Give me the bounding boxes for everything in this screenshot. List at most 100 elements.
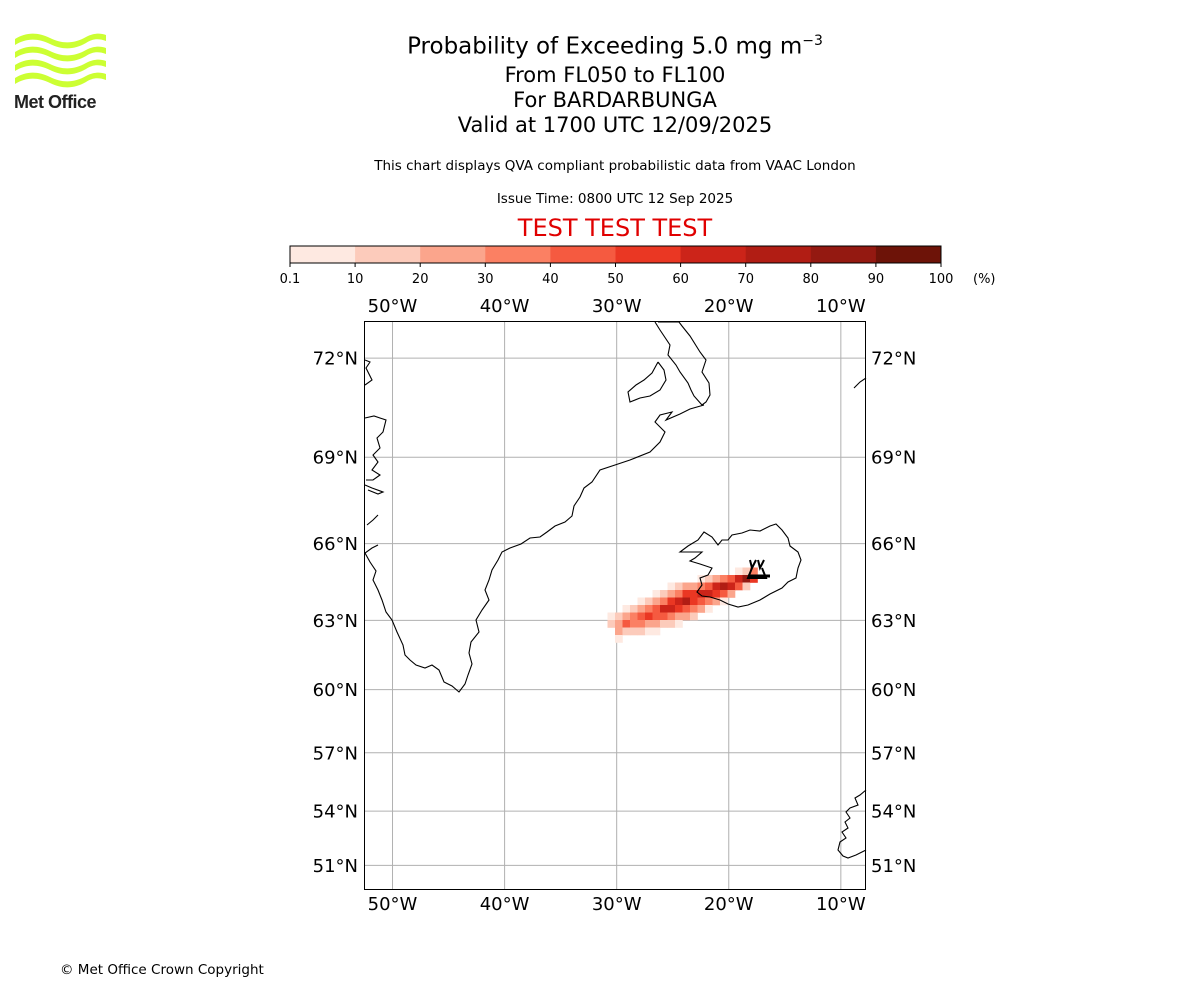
plume-cell: [690, 582, 698, 591]
plume-cell: [637, 597, 646, 606]
plume-cell: [705, 575, 713, 583]
plume-cell: [667, 597, 676, 606]
plume-cell: [645, 597, 653, 606]
plume-cell: [615, 627, 623, 636]
jan-mayen-coast: [853, 377, 867, 389]
colorbar-segment: [550, 246, 616, 263]
iceland-coast: [678, 523, 802, 608]
plume-cell: [675, 612, 683, 621]
colorbar-unit: (%): [973, 272, 996, 287]
plume-cell: [645, 605, 653, 613]
longitude-label: 40°W: [480, 296, 530, 317]
volcano-marker: [746, 559, 770, 579]
longitude-label: 20°W: [704, 894, 754, 915]
plume-cell: [615, 620, 623, 628]
plume-cell: [607, 620, 616, 628]
logo-text: Met Office: [14, 92, 97, 112]
issue-time: Issue Time: 0800 UTC 12 Sep 2025: [496, 191, 734, 207]
map-frame: [364, 321, 866, 890]
colorbar-tick-label: 30: [477, 272, 494, 287]
met-office-logo: Met Office: [14, 30, 110, 112]
test-banner: TEST TEST TEST: [517, 214, 713, 242]
latitude-label: 69°N: [871, 448, 916, 469]
plume-cell: [637, 605, 646, 613]
plume-cell: [637, 612, 646, 621]
longitude-label: 30°W: [592, 894, 642, 915]
plume-cell: [682, 582, 691, 591]
plume-cell: [712, 590, 721, 598]
plume-cell: [735, 567, 743, 576]
colorbar-tick-label: 100: [929, 272, 954, 287]
plume-cell: [660, 597, 668, 606]
valid-time: Valid at 1700 UTC 12/09/2025: [457, 112, 773, 137]
colorbar-segment: [810, 246, 877, 263]
plume-cell: [615, 612, 623, 621]
title-exponent: −3: [802, 33, 823, 49]
colorbar-segment: [485, 246, 551, 263]
plume-cell: [607, 612, 616, 621]
met-office-waves-icon: [15, 33, 106, 88]
plume-cell: [727, 590, 736, 598]
chart-title: Probability of Exceeding 5.0 mg m−3: [407, 33, 823, 60]
plume-cell: [742, 567, 751, 576]
plume-cell: [667, 612, 676, 621]
plume-cell: [697, 605, 706, 613]
plume-cell: [712, 582, 721, 591]
plume-cell: [675, 590, 683, 598]
ash-probability-plume: [607, 567, 758, 643]
latitude-label: 66°N: [313, 534, 358, 555]
plume-cell: [660, 620, 668, 628]
latitude-label: 57°N: [871, 743, 916, 764]
chart-description: This chart displays QVA compliant probab…: [374, 158, 856, 174]
latitude-label: 69°N: [313, 448, 358, 469]
plume-cell: [682, 612, 691, 621]
colorbar-tick-label: 70: [737, 272, 754, 287]
ireland-coast: [837, 789, 867, 859]
plume-cell: [667, 605, 676, 613]
longitude-label: 10°W: [816, 894, 866, 915]
plume-cell: [705, 597, 713, 606]
plume-cell: [675, 597, 683, 606]
plume-cell: [630, 620, 638, 628]
plume-cell: [735, 575, 743, 583]
plume-cell: [660, 590, 668, 598]
plume-cell: [652, 627, 661, 636]
plume-cell: [750, 567, 758, 576]
colorbar-segment: [875, 246, 942, 263]
plume-cell: [742, 575, 751, 583]
longitude-label: 40°W: [480, 894, 530, 915]
latitude-label: 66°N: [871, 534, 916, 555]
longitude-label: 30°W: [592, 296, 642, 317]
plume-cell: [682, 590, 691, 598]
longitude-label: 50°W: [368, 894, 418, 915]
colorbar-tick-label: 50: [607, 272, 624, 287]
flight-level-range: From FL050 to FL100: [504, 62, 726, 87]
plume-cell: [690, 605, 698, 613]
volcano-name: For BARDARBUNGA: [513, 87, 717, 112]
colorbar: 0.1 10 20 30 40 50 60 70 80 90 100 (%): [280, 245, 996, 287]
plume-cell: [645, 627, 653, 636]
plume-cell: [652, 612, 661, 621]
plume-cell: [645, 612, 653, 621]
plume-cell: [712, 575, 721, 583]
plume-cell: [652, 590, 661, 598]
colorbar-segment: [680, 246, 747, 263]
plume-cell: [645, 620, 653, 628]
latitude-label: 51°N: [871, 856, 916, 877]
plume-cell: [712, 597, 721, 606]
plume-cell: [652, 597, 661, 606]
colorbar-segment: [420, 246, 486, 263]
plume-cell: [682, 605, 691, 613]
plume-cell: [735, 582, 743, 591]
longitude-label: 20°W: [704, 296, 754, 317]
plume-cell: [622, 605, 631, 613]
plume-cell: [690, 590, 698, 598]
latitude-label: 60°N: [313, 680, 358, 701]
plume-cell: [675, 582, 683, 591]
plume-cell: [660, 605, 668, 613]
plume-cell: [742, 582, 751, 591]
plume-cell: [675, 620, 683, 628]
plume-cell: [630, 612, 638, 621]
latitude-label: 63°N: [313, 611, 358, 632]
plume-cell: [660, 612, 668, 621]
